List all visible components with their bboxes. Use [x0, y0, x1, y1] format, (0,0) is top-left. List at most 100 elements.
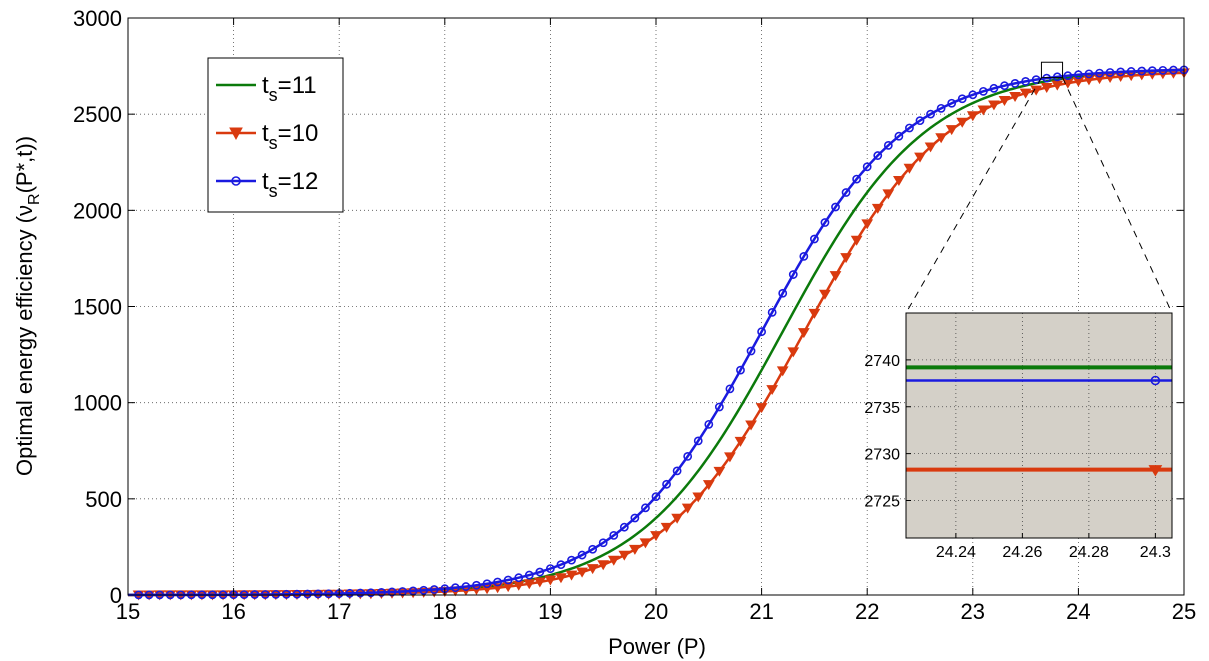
series-marker-circle — [598, 538, 608, 548]
inset-y-tick-label: 2735 — [864, 400, 900, 417]
x-tick-label: 16 — [221, 599, 245, 624]
series-marker-triangle — [871, 203, 884, 214]
series-marker-circle — [746, 346, 756, 356]
series-marker-circle — [989, 83, 999, 93]
legend-box — [207, 57, 344, 213]
series-marker-triangle — [1019, 88, 1032, 99]
series-marker-triangle — [681, 503, 694, 514]
x-tick-label: 19 — [538, 599, 562, 624]
series-marker-circle — [1137, 66, 1147, 76]
legend-label-value: =12 — [278, 168, 319, 195]
legend-label-var: t — [262, 168, 269, 195]
series-marker-triangle — [555, 573, 567, 584]
series-marker-circle — [641, 503, 650, 513]
series-marker-circle — [535, 567, 545, 577]
series-marker-triangle — [702, 480, 715, 491]
series-marker-triangle — [893, 176, 905, 187]
series-marker-circle — [1052, 72, 1062, 82]
x-tick-label: 21 — [749, 599, 773, 624]
series-marker-triangle — [914, 152, 926, 163]
legend-item: ts=11 — [216, 72, 317, 105]
y-axis-label-tail: (P*,t)) — [12, 136, 37, 193]
y-axis-label-main: Optimal energy efficiency (ν — [12, 205, 37, 476]
series-marker-circle — [1116, 67, 1126, 77]
series-marker-circle — [377, 587, 386, 597]
legend-marker-circle — [231, 176, 241, 186]
series-marker-circle — [313, 589, 323, 599]
legend-label-value: =11 — [278, 72, 317, 99]
legend-label-value: =10 — [278, 120, 319, 147]
series-marker-triangle — [1072, 76, 1085, 87]
series-marker-circle — [461, 582, 471, 591]
inset-x-tick-label: 24.3 — [1140, 544, 1171, 561]
series-marker-triangle — [660, 522, 673, 533]
y-tick-label: 1000 — [73, 391, 122, 416]
series-marker-triangle — [755, 403, 768, 414]
series-marker-circle — [281, 589, 291, 599]
series-marker-circle — [1147, 66, 1157, 76]
series-layer — [128, 65, 1190, 601]
series-marker-circle — [493, 577, 502, 587]
series-marker-circle — [788, 270, 798, 279]
series-marker-circle — [450, 583, 460, 593]
series-marker-circle — [260, 590, 270, 599]
series-marker-circle — [926, 109, 935, 119]
series-marker-circle — [546, 564, 555, 573]
series-marker-triangle — [776, 366, 789, 377]
series-marker-triangle — [797, 328, 810, 339]
inset-background — [906, 313, 1172, 538]
series-marker-circle — [619, 522, 629, 532]
series-marker-triangle — [523, 579, 536, 590]
series-marker-circle — [947, 98, 957, 108]
series-marker-triangle — [576, 567, 588, 578]
y-tick-label: 500 — [85, 487, 122, 512]
series-marker-circle — [1126, 67, 1136, 76]
series-marker-circle — [387, 587, 397, 597]
legend-label-sub: s — [269, 181, 278, 201]
series-marker-circle — [978, 86, 988, 96]
series-marker-circle — [1074, 70, 1083, 80]
series-marker-circle — [588, 544, 598, 554]
series-marker-triangle — [597, 560, 610, 571]
inset-y-tick-label: 2730 — [864, 447, 900, 464]
series-marker-triangle — [618, 550, 631, 561]
series-marker-circle — [271, 589, 281, 599]
series-marker-triangle — [861, 219, 874, 230]
series-marker-circle — [672, 466, 682, 476]
series-marker-triangle — [829, 271, 842, 282]
series-marker-circle — [609, 531, 619, 540]
series-marker-triangle — [787, 347, 800, 358]
series-marker-triangle — [745, 420, 757, 431]
series-marker-circle — [714, 402, 724, 412]
series-marker-circle — [1021, 76, 1030, 86]
inset-x-tick-label: 24.26 — [1002, 544, 1042, 561]
series-marker-triangle — [734, 436, 747, 447]
series-marker-circle — [577, 550, 587, 560]
x-tick-label: 17 — [327, 599, 351, 624]
series-marker-circle — [630, 513, 640, 523]
y-tick-label: 1500 — [73, 295, 122, 320]
inset-x-tick-label: 24.28 — [1069, 544, 1109, 561]
series-marker-triangle — [998, 95, 1011, 106]
series-marker-circle — [1010, 78, 1020, 88]
series-marker-triangle — [903, 163, 916, 174]
series-marker-triangle — [1040, 82, 1053, 93]
series-marker-triangle — [924, 142, 937, 153]
series-marker-circle — [524, 570, 534, 580]
inset-y-tick-label: 2740 — [864, 353, 900, 370]
y-axis-label: Optimal energy efficiency (νR(P*,t)) — [12, 136, 43, 476]
x-tick-label: 22 — [855, 599, 879, 624]
series-marker-triangle — [650, 531, 662, 542]
series-marker-circle — [662, 479, 671, 489]
y-tick-label: 0 — [110, 583, 122, 608]
inset-y-tick-label: 2725 — [864, 494, 900, 511]
legend-label-var: t — [262, 120, 269, 147]
series-marker-triangle — [840, 253, 852, 264]
series-marker-circle — [556, 560, 566, 570]
series-marker-triangle — [977, 105, 990, 116]
series-marker-circle — [799, 252, 809, 261]
series-marker-triangle — [724, 452, 736, 463]
series-marker-circle — [366, 588, 376, 598]
